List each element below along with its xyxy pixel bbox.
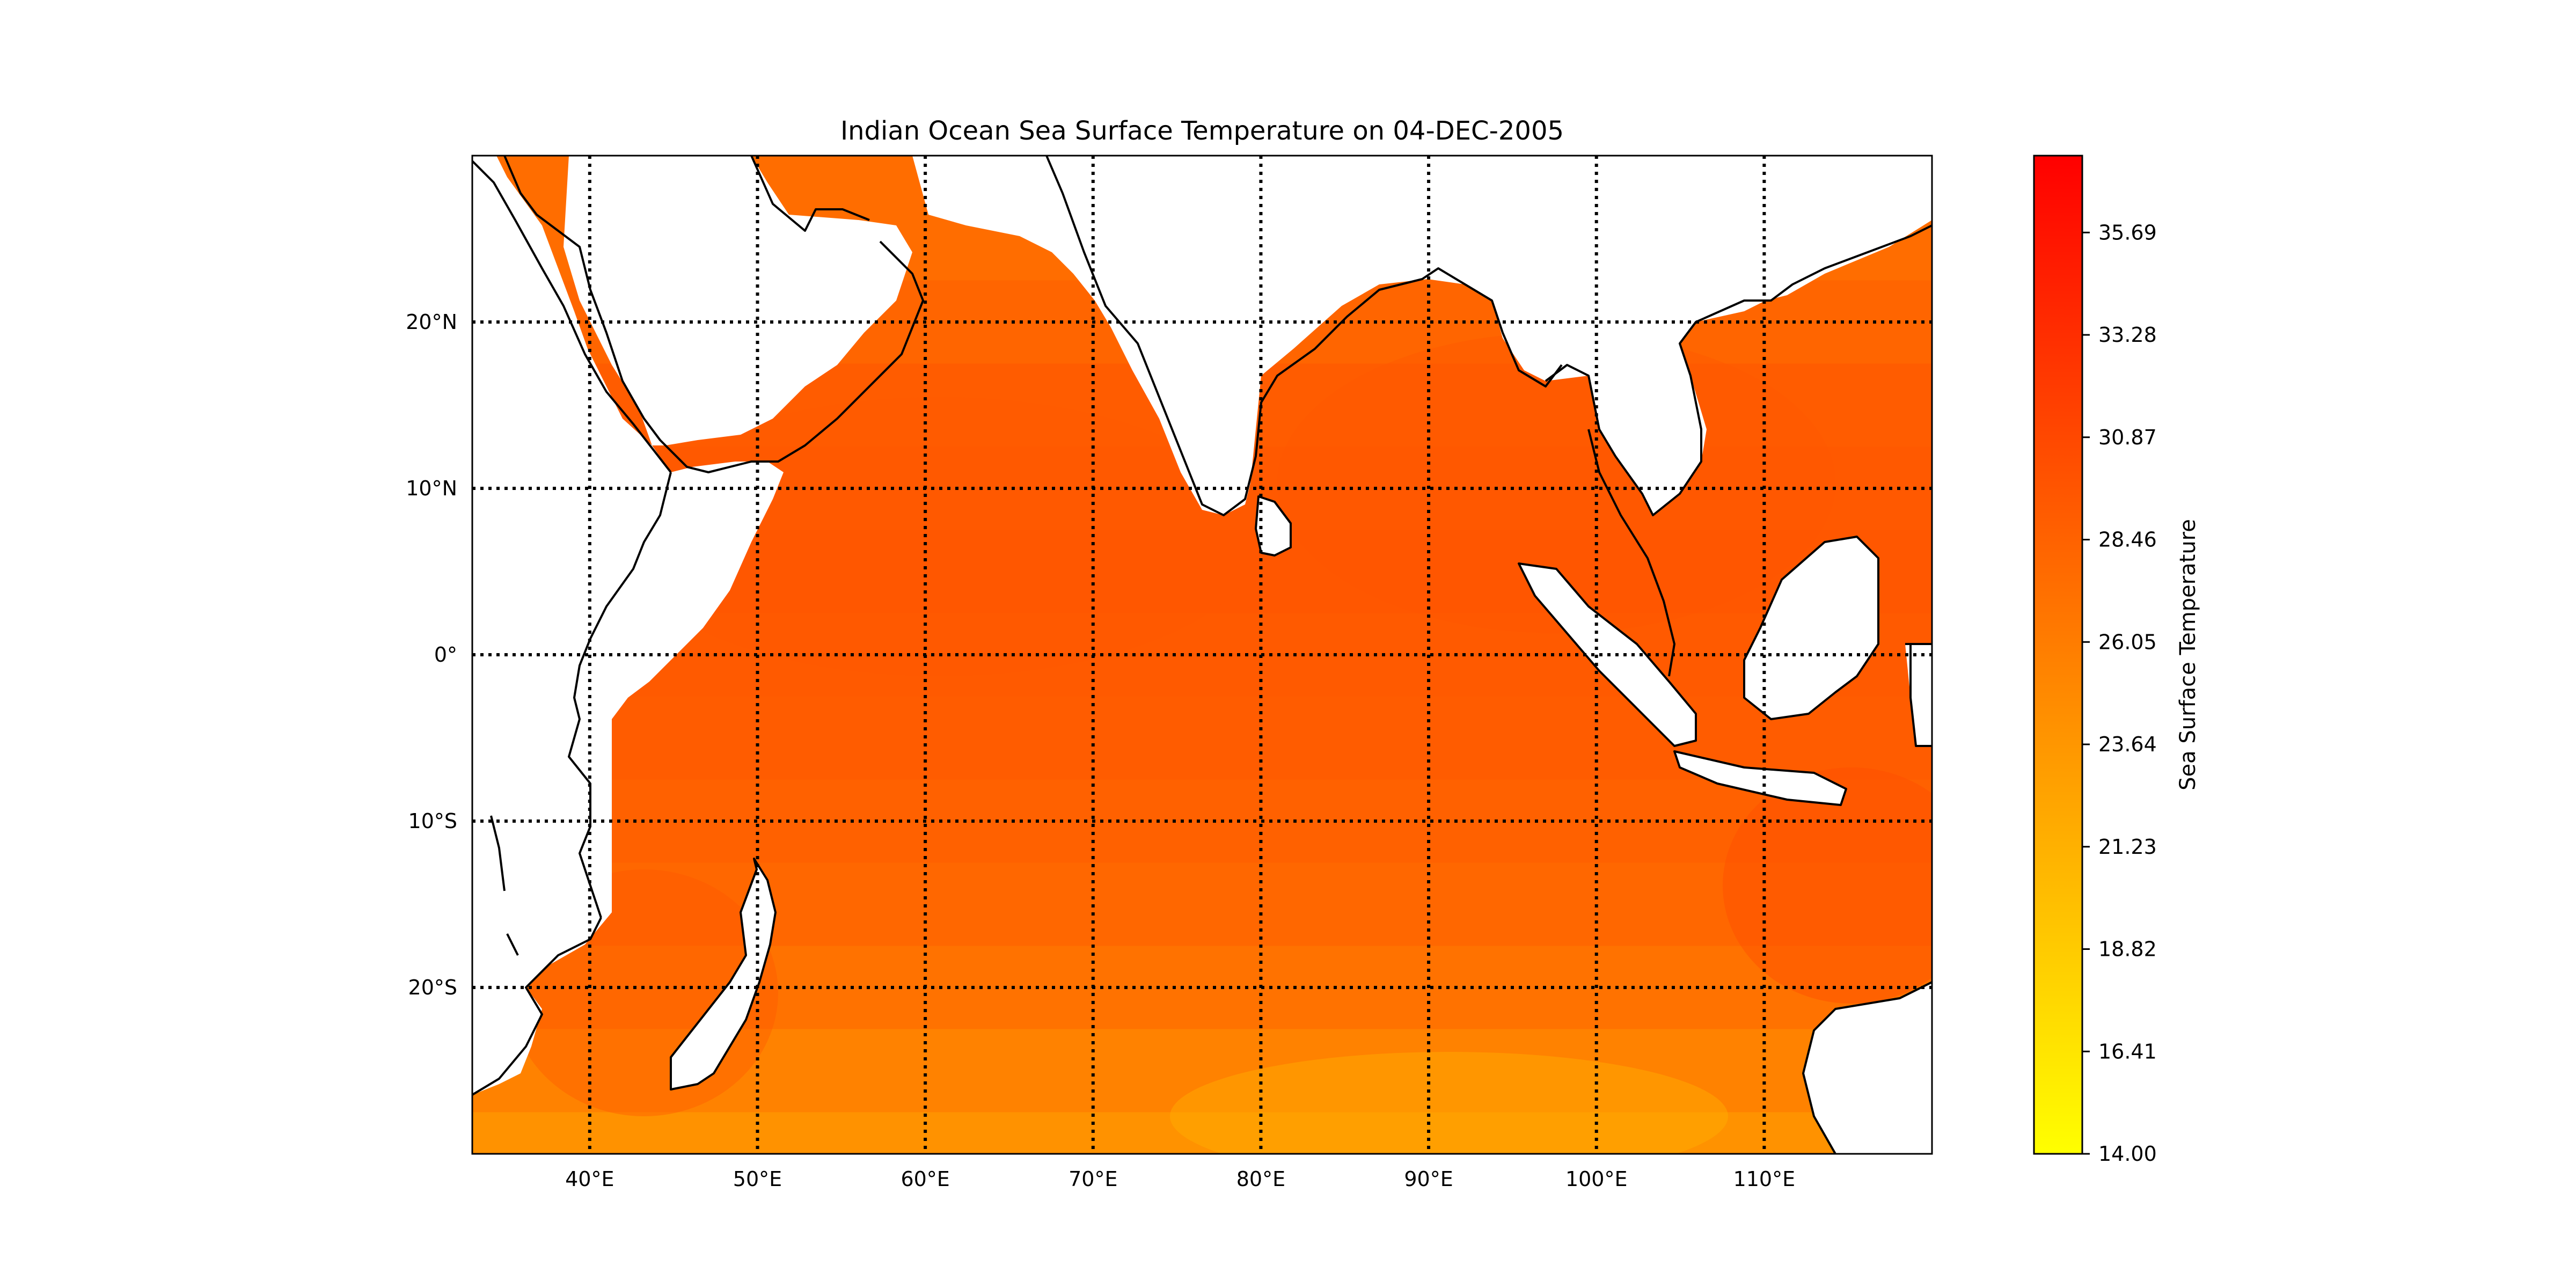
colorbar-tick-label: 16.41 (2098, 1040, 2157, 1063)
map-frame (471, 155, 1933, 1155)
coastline-madagascar (670, 858, 777, 1091)
coastline-india (1045, 156, 1563, 516)
map-area (472, 156, 1932, 1154)
coastline-east-indonesia (1905, 643, 1932, 747)
land-africa (472, 156, 784, 1095)
longitude-tick-labels: 40°E 50°E 60°E 70°E 80°E 90°E 100°E 110°E (565, 1167, 1795, 1191)
land-australia (1803, 982, 1932, 1154)
colorbar-tick-label: 33.28 (2098, 323, 2157, 347)
coastline-burma-thailand (1545, 224, 1932, 516)
lon-tick-label: 70°E (1069, 1167, 1117, 1191)
coastline-lake (490, 815, 519, 956)
colorbar-gradient (2033, 155, 2083, 1155)
coastline-australia (1802, 981, 1932, 1154)
colorbar-tick-label: 14.00 (2098, 1142, 2157, 1166)
land-east-indonesia (1905, 644, 1932, 746)
land-arabia (564, 156, 912, 445)
lon-tick-label: 110°E (1733, 1167, 1796, 1191)
colorbar: 14.00 16.41 18.82 21.23 23.64 26.05 28.46 30.87… (2033, 155, 2200, 1166)
latitude-tick-labels: 20°N 10°N 0° 10°S 20°S (406, 310, 457, 999)
coastline-java (1673, 750, 1847, 806)
colorbar-label: Sea Surface Temperature (2176, 519, 2200, 791)
colorbar-tick-label: 35.69 (2098, 221, 2157, 244)
colorbar-tick-label: 30.87 (2098, 426, 2157, 449)
land-sri-lanka (1256, 496, 1291, 555)
coastlines (472, 156, 1932, 1154)
lon-tick-label: 50°E (733, 1167, 782, 1191)
land-java (1674, 751, 1846, 805)
lon-tick-label: 40°E (565, 1167, 614, 1191)
gridlines (472, 156, 1932, 1154)
land-borneo (1744, 537, 1878, 719)
lat-tick-label: 10°N (406, 477, 457, 500)
colorbar-tick-label: 23.64 (2098, 733, 2157, 756)
coastline-mozambique (472, 917, 602, 1096)
coastline-borneo (1743, 536, 1879, 720)
lat-tick-label: 10°S (408, 809, 457, 833)
coastline-malaya (1587, 429, 1675, 677)
coastline-arabia (503, 156, 924, 473)
sst-warm-patches (510, 333, 1932, 1154)
land-india-asia (912, 156, 1932, 515)
lon-tick-label: 90°E (1404, 1167, 1453, 1191)
chart-title: Indian Ocean Sea Surface Temperature on … (840, 116, 1564, 146)
colorbar-ticks: 14.00 16.41 18.82 21.23 23.64 26.05 28.46 30.87… (2082, 221, 2157, 1166)
sst-band (472, 1112, 1932, 1154)
colorbar-tick-label: 26.05 (2098, 630, 2157, 654)
colorbar-tick-label: 21.23 (2098, 835, 2157, 859)
lat-tick-label: 20°N (406, 310, 457, 334)
lat-tick-label: 0° (434, 643, 457, 667)
lat-tick-label: 20°S (408, 976, 457, 999)
land-madagascar (671, 859, 775, 1089)
coastline-sumatra (1518, 562, 1697, 747)
lon-tick-label: 60°E (901, 1167, 949, 1191)
lon-tick-label: 100°E (1565, 1167, 1628, 1191)
colorbar-tick-label: 18.82 (2098, 938, 2157, 961)
sst-band (472, 862, 1932, 947)
lon-tick-label: 80°E (1236, 1167, 1285, 1191)
coastline-red-sea-africa (472, 160, 672, 918)
coastline-sri-lanka (1255, 495, 1292, 557)
colorbar-tick-label: 28.46 (2098, 528, 2157, 552)
